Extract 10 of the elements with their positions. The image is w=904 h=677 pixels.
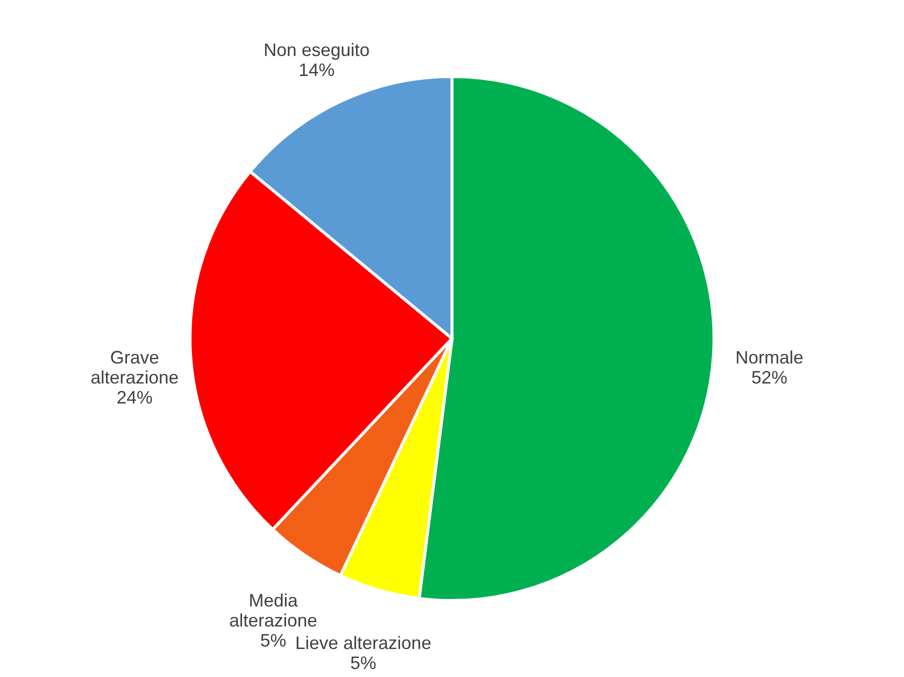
data-label: 5%: [350, 652, 376, 673]
slice-label: Normale: [735, 347, 804, 368]
data-label: 52%: [751, 367, 788, 388]
slice-label: Media alterazione: [229, 590, 318, 631]
data-label: 14%: [298, 60, 335, 80]
slice-label: Grave alterazione: [90, 347, 179, 388]
data-label: 5%: [260, 630, 286, 651]
slice-label: Lieve alterazione: [295, 632, 432, 653]
data-label: 24%: [116, 387, 153, 408]
slice-label: Non eseguito: [264, 40, 370, 60]
